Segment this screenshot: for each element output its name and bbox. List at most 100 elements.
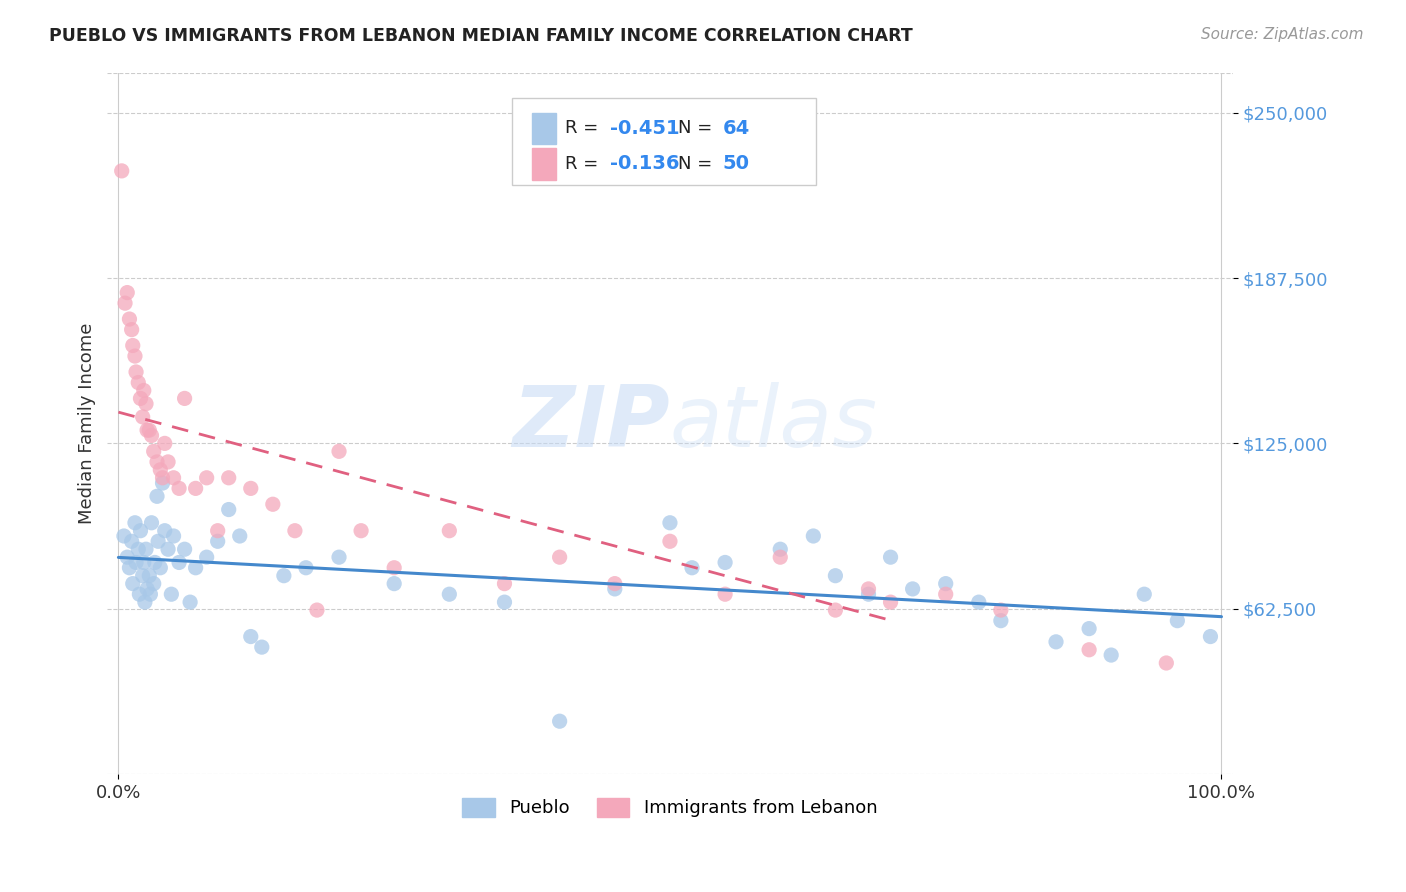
Point	[1099, 648, 1122, 662]
Point	[160, 587, 183, 601]
Point	[935, 587, 957, 601]
Bar	[531, 112, 557, 145]
Point	[129, 392, 152, 406]
Point	[218, 471, 240, 485]
Point	[173, 542, 195, 557]
Point	[824, 568, 846, 582]
Point	[218, 502, 240, 516]
Point	[350, 524, 373, 538]
Point	[1166, 614, 1188, 628]
Point	[184, 482, 207, 496]
Point	[121, 576, 143, 591]
Point	[548, 714, 571, 729]
Text: Source: ZipAtlas.com: Source: ZipAtlas.com	[1201, 27, 1364, 42]
Text: -0.136: -0.136	[610, 154, 681, 173]
Point	[134, 595, 156, 609]
Point	[1199, 630, 1222, 644]
Point	[990, 614, 1012, 628]
Point	[295, 560, 318, 574]
Point	[135, 542, 157, 557]
Point	[658, 534, 681, 549]
Point	[195, 550, 218, 565]
Point	[548, 550, 571, 565]
Point	[118, 312, 141, 326]
Point	[681, 560, 703, 574]
Point	[142, 576, 165, 591]
Point	[250, 640, 273, 654]
Text: N =: N =	[678, 154, 718, 173]
Point	[967, 595, 990, 609]
Point	[858, 582, 880, 596]
Point	[142, 444, 165, 458]
Point	[136, 582, 159, 596]
Point	[112, 529, 135, 543]
Point	[132, 556, 155, 570]
Point	[305, 603, 328, 617]
Point	[229, 529, 252, 543]
Point	[149, 560, 172, 574]
Point	[494, 576, 516, 591]
Point	[115, 285, 138, 300]
Point	[129, 524, 152, 538]
Point	[879, 550, 901, 565]
Text: R =: R =	[565, 154, 605, 173]
Text: 64: 64	[723, 119, 749, 137]
Point	[1133, 587, 1156, 601]
Point	[127, 376, 149, 390]
Point	[769, 542, 792, 557]
Text: ZIP: ZIP	[512, 382, 669, 465]
Point	[328, 550, 350, 565]
Point	[273, 568, 295, 582]
Point	[382, 560, 405, 574]
Point	[149, 463, 172, 477]
Text: 50: 50	[723, 154, 749, 173]
Point	[152, 471, 174, 485]
Point	[284, 524, 307, 538]
Point	[184, 560, 207, 574]
Text: atlas: atlas	[669, 382, 877, 465]
Point	[207, 524, 229, 538]
Point	[167, 482, 190, 496]
Point	[439, 587, 461, 601]
Point	[162, 471, 184, 485]
Point	[115, 550, 138, 565]
Point	[127, 542, 149, 557]
Point	[121, 323, 143, 337]
Point	[157, 455, 180, 469]
Point	[125, 365, 148, 379]
Point	[124, 516, 146, 530]
Point	[1078, 622, 1101, 636]
Point	[141, 428, 163, 442]
Point	[262, 497, 284, 511]
Point	[714, 587, 737, 601]
FancyBboxPatch shape	[512, 97, 817, 186]
Point	[132, 384, 155, 398]
Point	[153, 524, 176, 538]
Point	[136, 423, 159, 437]
Point	[125, 556, 148, 570]
Text: PUEBLO VS IMMIGRANTS FROM LEBANON MEDIAN FAMILY INCOME CORRELATION CHART: PUEBLO VS IMMIGRANTS FROM LEBANON MEDIAN…	[49, 27, 912, 45]
Point	[901, 582, 924, 596]
Legend: Pueblo, Immigrants from Lebanon: Pueblo, Immigrants from Lebanon	[456, 791, 884, 825]
Point	[239, 482, 262, 496]
Point	[239, 630, 262, 644]
Point	[858, 587, 880, 601]
Point	[152, 476, 174, 491]
Point	[157, 542, 180, 557]
Point	[1156, 656, 1178, 670]
Y-axis label: Median Family Income: Median Family Income	[79, 323, 96, 524]
Point	[138, 423, 160, 437]
Point	[141, 516, 163, 530]
Point	[439, 524, 461, 538]
Point	[121, 534, 143, 549]
Point	[207, 534, 229, 549]
Point	[328, 444, 350, 458]
Point	[128, 587, 150, 601]
Point	[494, 595, 516, 609]
Point	[603, 576, 626, 591]
Point	[769, 550, 792, 565]
Text: N =: N =	[678, 120, 718, 137]
Point	[118, 560, 141, 574]
Point	[143, 556, 166, 570]
Point	[801, 529, 824, 543]
